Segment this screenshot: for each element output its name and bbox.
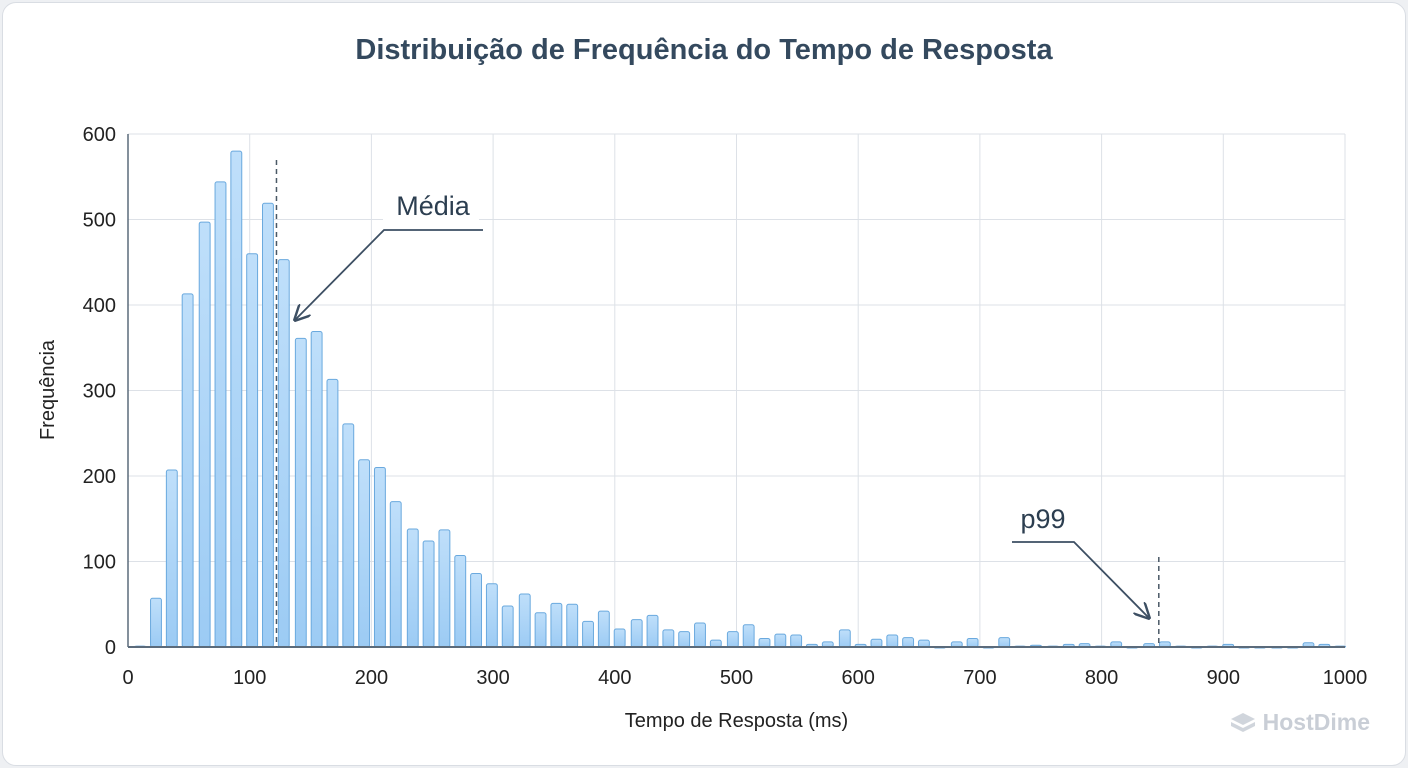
histogram-bar <box>454 555 467 648</box>
histogram-bar <box>150 597 162 648</box>
histogram-bar <box>966 637 979 648</box>
histogram-bar <box>902 637 915 648</box>
histogram-bar <box>373 466 386 648</box>
watermark-text: HostDime <box>1262 709 1370 735</box>
histogram-bar <box>726 631 739 648</box>
histogram-bar <box>326 378 339 648</box>
mean-label-bg <box>383 188 479 220</box>
histogram-bar <box>582 620 594 648</box>
histogram-bar <box>758 637 771 648</box>
histogram-bar <box>597 610 610 648</box>
histogram-bar <box>246 253 259 648</box>
x-tick-label: 700 <box>963 667 996 689</box>
p99-arrow <box>1012 541 1149 618</box>
histogram-bar <box>230 150 243 648</box>
histogram-bar <box>774 633 787 648</box>
chart-title: Distribuição de Frequência do Tempo de R… <box>355 34 1053 66</box>
histogram-bar <box>470 572 483 648</box>
histogram-bar <box>742 624 755 648</box>
x-tick-label: 1000 <box>1323 667 1368 689</box>
histogram-bar <box>646 614 659 648</box>
y-tick-label: 500 <box>83 210 116 232</box>
histogram-bar <box>214 181 227 648</box>
histogram-bar <box>886 634 899 648</box>
histogram-bar <box>438 529 451 648</box>
histogram-bar <box>709 639 722 648</box>
watermark-logo: HostDime <box>1229 709 1370 736</box>
y-tick-label: 300 <box>83 381 116 403</box>
histogram-bar <box>277 259 290 648</box>
x-axis-title: Tempo de Resposta (ms) <box>625 710 848 732</box>
histogram-bar <box>389 501 402 648</box>
histogram-bar <box>998 637 1011 648</box>
histogram-bar <box>678 631 691 648</box>
mean-label: Média <box>396 191 471 221</box>
x-tick-label: 0 <box>122 667 133 689</box>
hostdime-logo-icon <box>1230 712 1255 732</box>
x-tick-label: 100 <box>233 667 266 689</box>
histogram-bar <box>501 605 514 648</box>
histogram-bar <box>917 639 930 648</box>
mean-arrow <box>295 229 483 320</box>
histogram-bar <box>165 469 178 648</box>
histogram-bar <box>294 337 307 648</box>
x-tick-label: 900 <box>1207 667 1240 689</box>
histogram-bar <box>422 540 435 648</box>
histogram-bar <box>838 629 851 648</box>
histogram-bar <box>406 528 419 648</box>
x-tick-label: 600 <box>842 667 875 689</box>
y-axis-title: Frequência <box>37 339 59 440</box>
histogram-bar <box>485 583 498 648</box>
histogram-bar <box>694 622 706 648</box>
histogram-bar <box>662 629 675 648</box>
histogram-bar <box>342 423 355 648</box>
y-tick-label: 600 <box>83 124 116 146</box>
p99-label: p99 <box>1020 504 1065 534</box>
histogram-bar <box>630 619 643 648</box>
x-tick-label: 500 <box>720 667 753 689</box>
y-tick-label: 200 <box>83 466 116 488</box>
histogram-bar <box>310 331 323 648</box>
histogram-bar <box>534 612 547 648</box>
histogram-bar <box>262 202 274 648</box>
histogram-bar <box>566 603 579 648</box>
y-tick-label: 0 <box>105 637 116 659</box>
histogram-bar <box>550 602 563 648</box>
histogram-bar <box>870 638 883 648</box>
x-tick-label: 800 <box>1085 667 1118 689</box>
histogram-bar <box>358 459 371 648</box>
histogram-bar <box>790 634 803 648</box>
x-tick-label: 300 <box>476 667 509 689</box>
histogram-bar <box>518 593 531 648</box>
y-tick-label: 100 <box>83 552 116 574</box>
x-tick-label: 200 <box>355 667 388 689</box>
histogram-bar <box>613 628 626 648</box>
histogram-bar <box>198 221 211 648</box>
x-tick-label: 400 <box>598 667 631 689</box>
histogram-bar <box>181 293 194 648</box>
y-tick-label: 400 <box>83 295 116 317</box>
